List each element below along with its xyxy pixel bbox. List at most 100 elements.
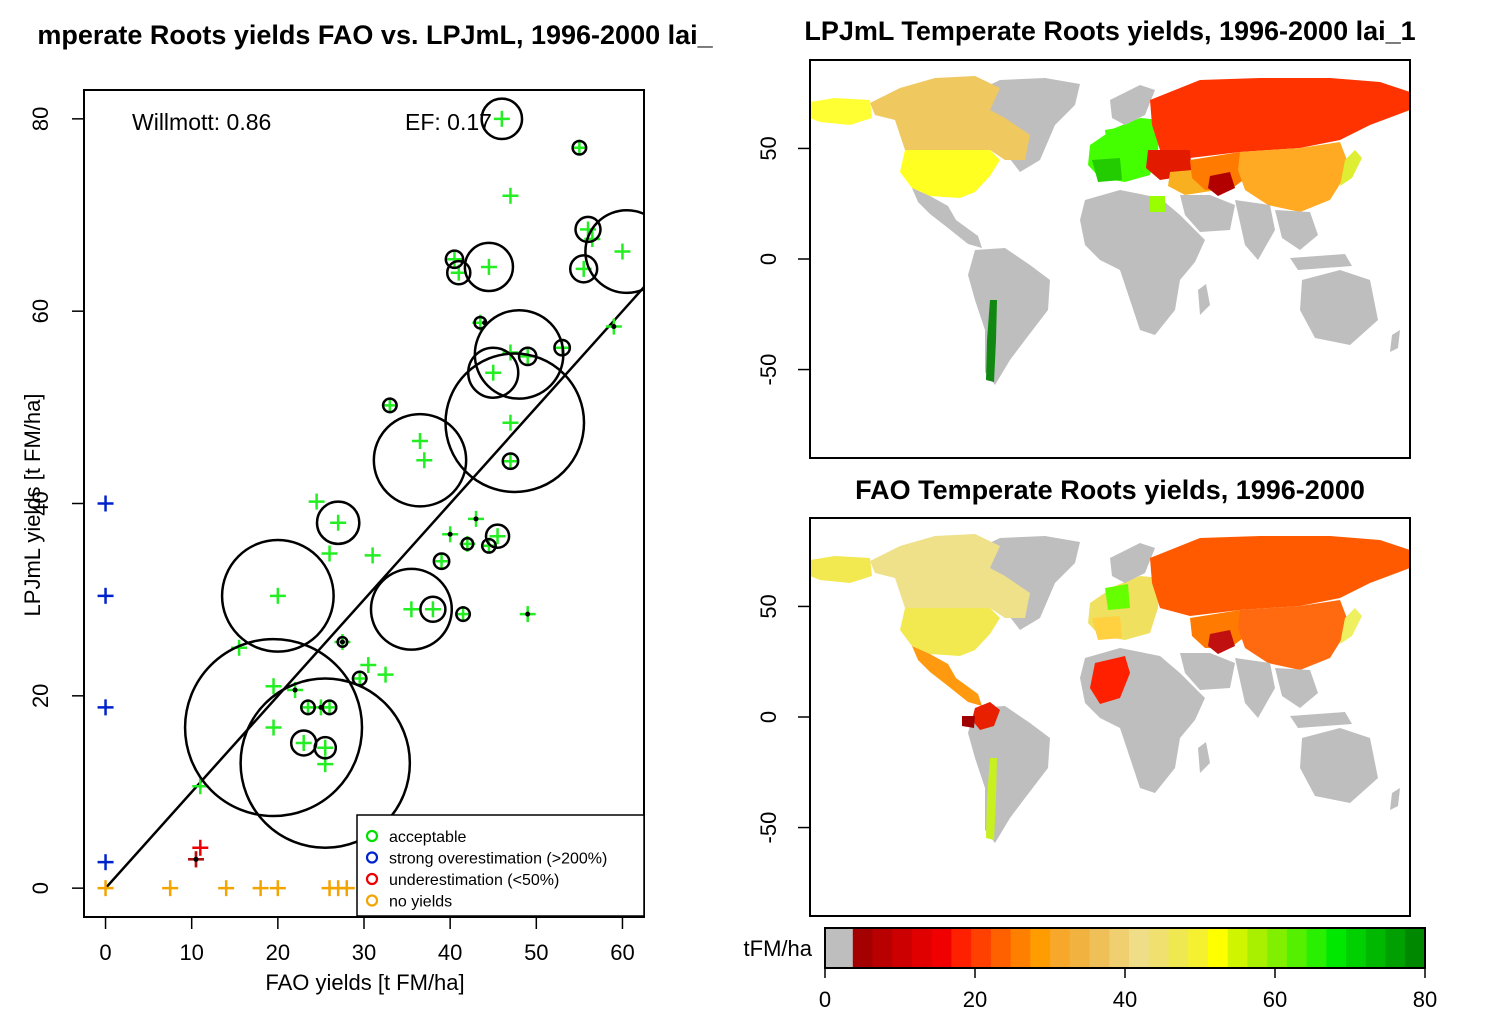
lpjml-map-axis: 50 0 -50 — [756, 136, 810, 385]
deviation-circle — [444, 249, 465, 270]
deviation-circle — [315, 500, 361, 546]
scatter-point — [252, 880, 269, 897]
greenland — [975, 536, 1080, 630]
fao-map-title: FAO Temperate Roots yields, 1996-2000 — [855, 475, 1365, 505]
x-tick-label: 30 — [352, 940, 376, 965]
central-europe — [1105, 126, 1130, 152]
deviation-circle — [381, 397, 398, 414]
deviation-circle — [584, 208, 643, 295]
iberia — [1092, 616, 1122, 640]
colorbar-swatch — [1286, 928, 1308, 968]
lat-tick-label: -50 — [756, 354, 781, 386]
scatter-x-label: FAO yields [t FM/ha] — [265, 970, 464, 995]
scatter-dot — [339, 639, 345, 645]
deviation-circle — [463, 241, 515, 293]
alaska — [810, 98, 872, 125]
scatter-point — [97, 587, 114, 604]
legend-label: underestimation (<50%) — [389, 872, 559, 889]
north-africa — [1090, 656, 1130, 704]
japan — [1340, 150, 1362, 186]
lat-tick-label: 0 — [756, 711, 781, 723]
scatter-dot — [473, 516, 479, 522]
afghanistan — [1208, 172, 1235, 196]
scatter-dot — [611, 324, 617, 330]
lat-tick-label: 50 — [756, 136, 781, 160]
fao-map — [810, 534, 1410, 843]
deviation-circle — [336, 635, 349, 649]
se-asia — [1275, 668, 1318, 708]
australia — [1300, 728, 1378, 803]
middle-east — [1180, 653, 1235, 690]
colorbar-swatch — [911, 928, 933, 968]
deviation-circle — [369, 567, 454, 651]
scatter-point — [308, 493, 325, 510]
scatter-point — [192, 839, 209, 856]
scatter-point — [192, 778, 209, 795]
scatter-dot — [525, 611, 531, 617]
scatter-point — [97, 699, 114, 716]
scatter-dot — [292, 687, 298, 693]
scandinavia — [1110, 543, 1155, 583]
fao-map-axis: 50 0 -50 — [756, 594, 810, 843]
canada — [870, 76, 1030, 160]
scatter-point — [480, 537, 497, 554]
deviation-circle — [321, 699, 338, 716]
colorbar-swatch — [1385, 928, 1406, 968]
deviation-circle — [574, 215, 602, 244]
one-to-one-line — [104, 286, 643, 889]
scatter-point — [502, 453, 519, 470]
colorbar-swatch — [892, 928, 913, 968]
x-tick-label: 0 — [99, 940, 111, 965]
ef-annotation: EF: 0.17 — [405, 109, 492, 135]
legend-marker — [365, 829, 379, 843]
colorbar-swatch — [1168, 928, 1189, 968]
scatter-axes: 0 10 20 30 40 50 60 0 20 40 60 80 — [28, 107, 635, 965]
scatter-point — [162, 880, 179, 897]
colorbar-tick-label: 20 — [963, 987, 987, 1012]
y-tick-label: 0 — [28, 882, 53, 894]
russia — [1150, 536, 1410, 616]
scatter-dot — [193, 856, 199, 862]
colorbar-swatch — [1010, 928, 1031, 968]
scatter-point — [455, 606, 472, 623]
deviation-circle — [372, 412, 468, 508]
scatter-point — [571, 139, 588, 156]
canada — [870, 534, 1030, 618]
central-asia — [1190, 610, 1250, 648]
legend-label: no yields — [389, 894, 452, 911]
deviation-circle — [480, 97, 524, 141]
scatter-point — [424, 601, 441, 618]
x-tick-label: 20 — [266, 940, 290, 965]
colorbar-swatch — [990, 928, 1012, 968]
scatter-y-label: LPJmL yields [t FM/ha] — [20, 394, 45, 617]
usa — [900, 150, 1000, 198]
x-tick-label: 60 — [610, 940, 634, 965]
iberia — [1092, 158, 1122, 182]
colorbar-swatch — [971, 928, 992, 968]
colorbar-swatch — [1129, 928, 1150, 968]
indonesia — [1290, 254, 1352, 270]
scatter-point — [317, 739, 334, 756]
central-asia — [1190, 152, 1250, 190]
colorbar-swatch — [1089, 928, 1110, 968]
legend-label: strong overestimation (>200%) — [389, 851, 607, 868]
central-europe — [1105, 584, 1130, 610]
colorbar-swatch — [1247, 928, 1268, 968]
scatter-point — [97, 880, 114, 897]
colorbar-swatch — [1069, 928, 1091, 968]
scatter-point — [330, 514, 347, 531]
deviation-circle — [445, 259, 472, 286]
se-asia — [1275, 210, 1318, 250]
india — [1235, 200, 1275, 260]
deviation-circle — [484, 523, 511, 549]
madagascar — [1198, 284, 1210, 315]
scatter-point — [97, 495, 114, 512]
scatter-point — [502, 187, 519, 204]
colorbar: 0 20 40 60 80 — [819, 927, 1437, 1012]
afghanistan — [1208, 630, 1235, 654]
china — [1238, 142, 1350, 212]
scatter-point — [412, 432, 428, 449]
deviation-circle — [568, 254, 599, 284]
new-zealand — [1390, 788, 1400, 810]
japan — [1340, 608, 1362, 644]
